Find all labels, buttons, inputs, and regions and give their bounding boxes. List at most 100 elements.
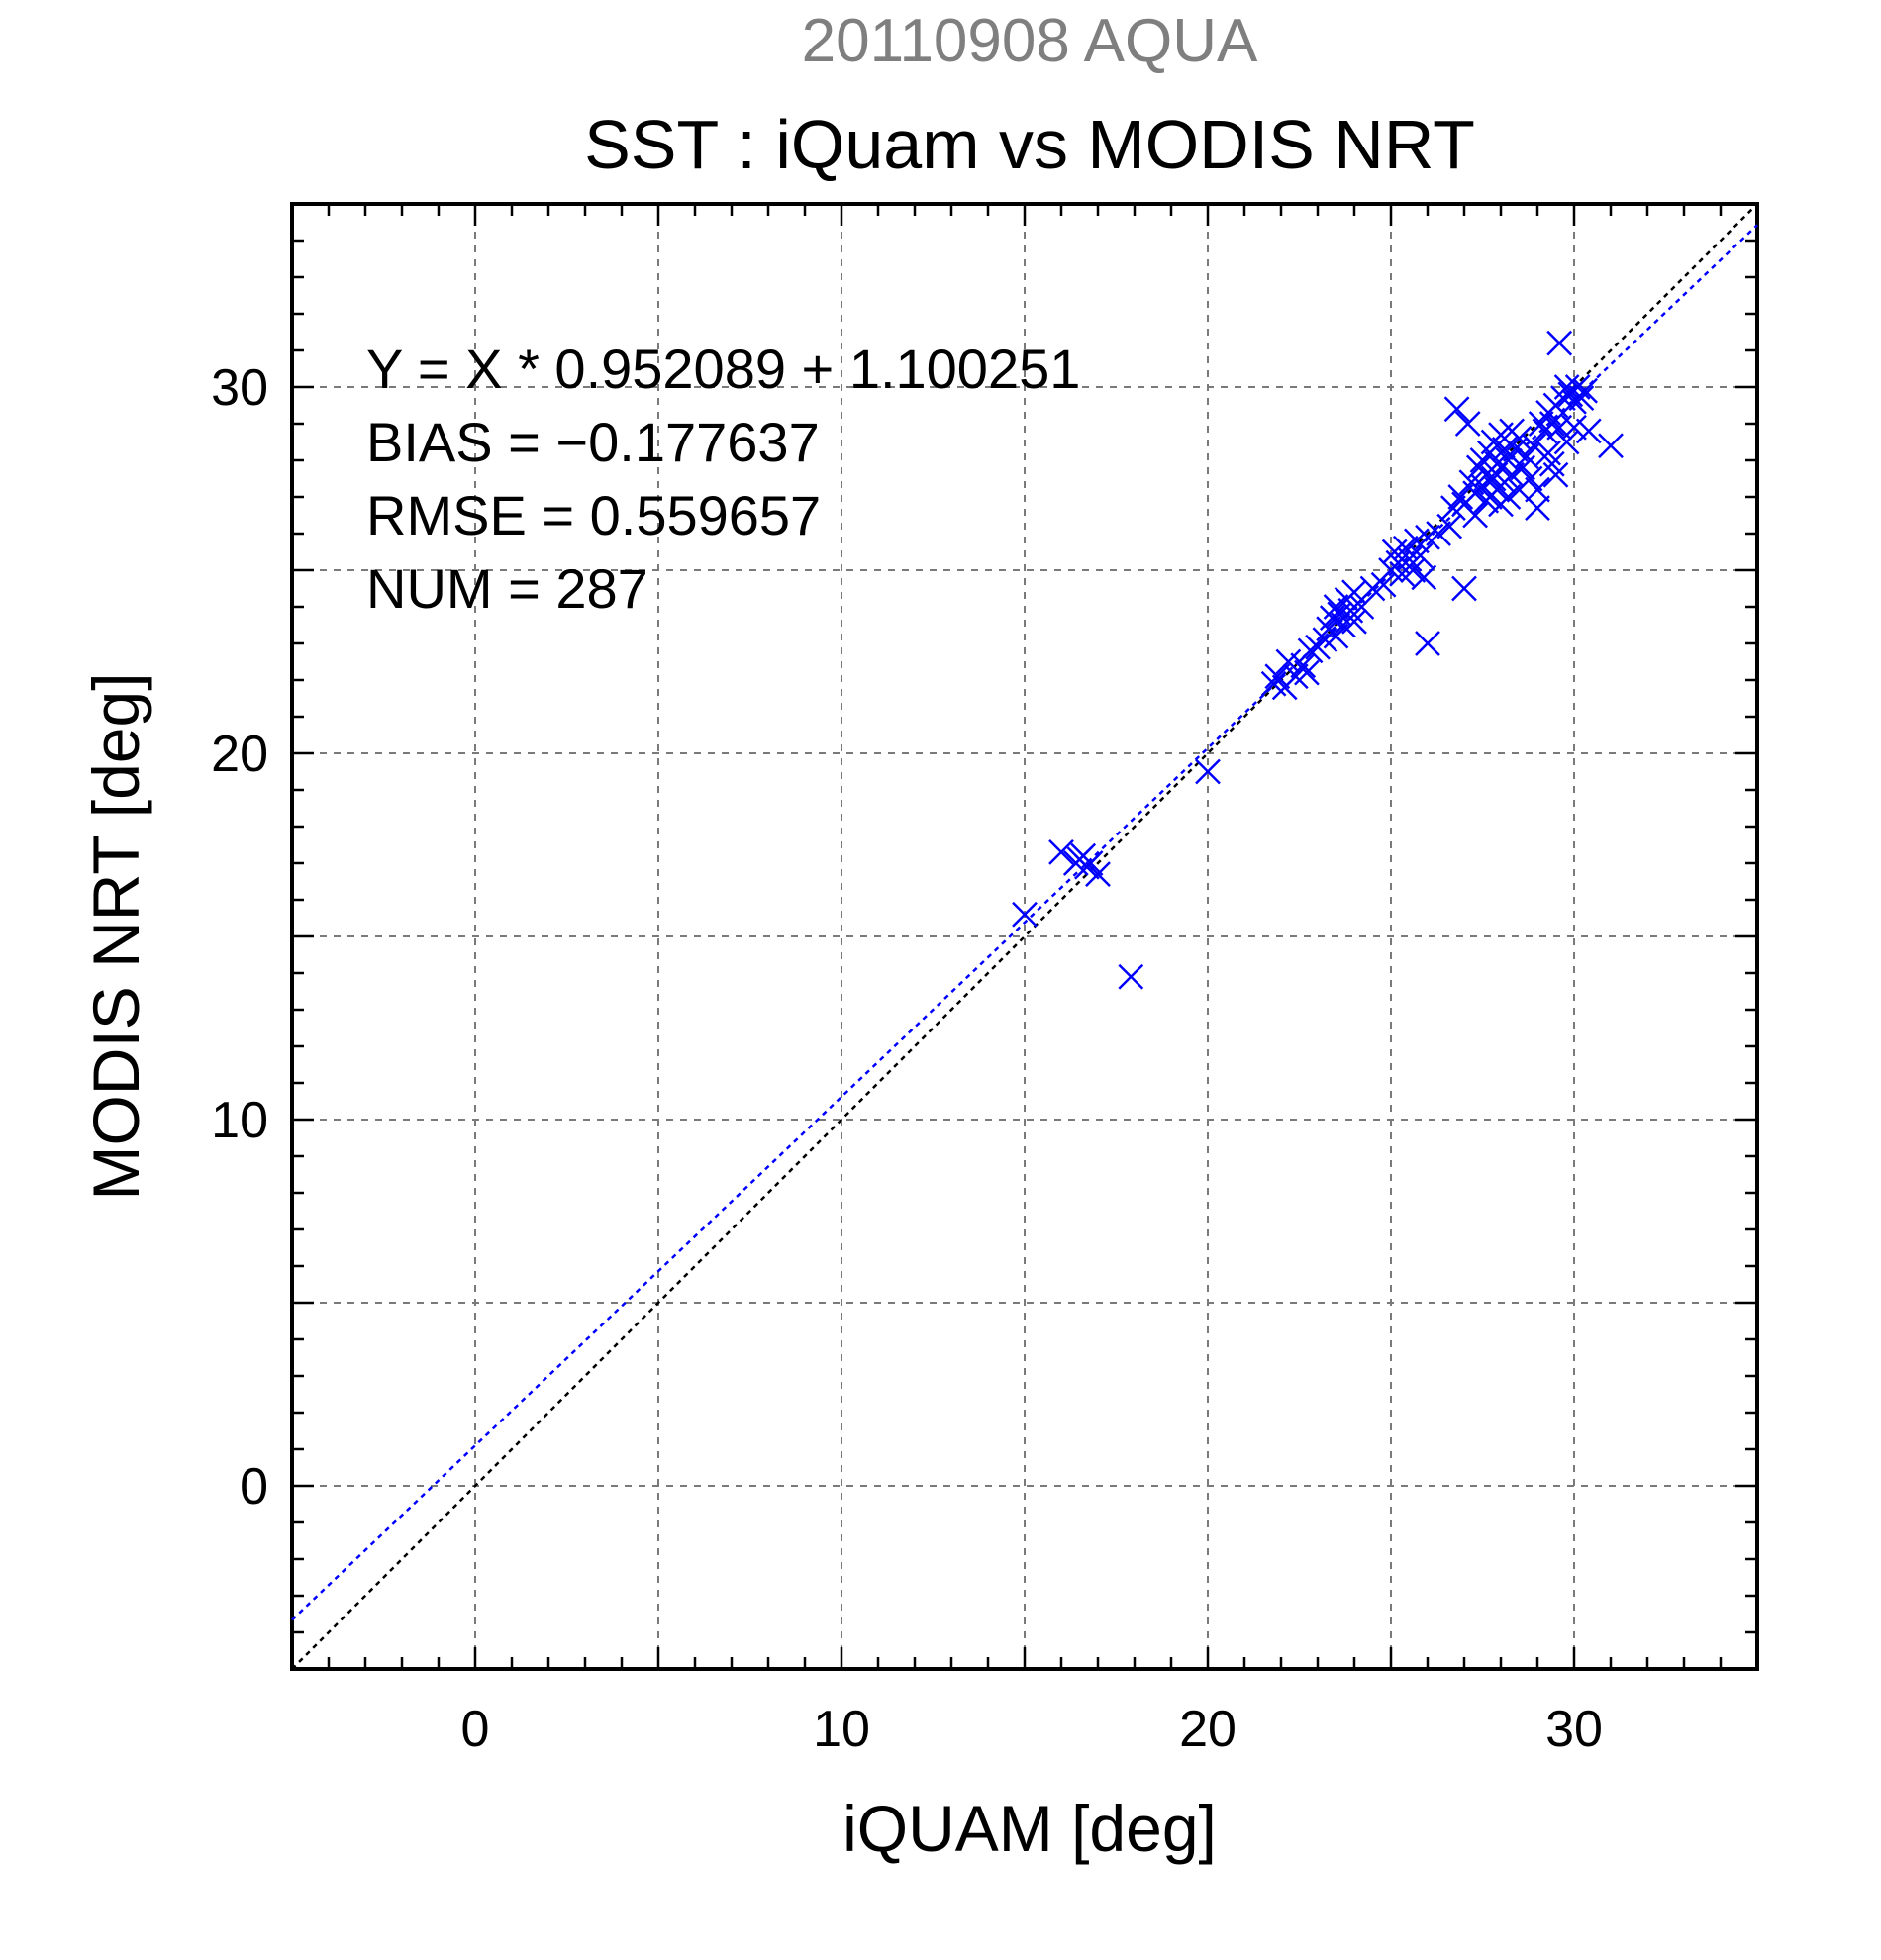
data-point-stroke	[1085, 861, 1111, 887]
stats-bias: BIAS = −0.177637	[366, 411, 820, 473]
data-point-stroke	[1447, 484, 1474, 510]
x-tick-label: 0	[461, 1701, 490, 1758]
data-point-stroke	[1348, 594, 1375, 620]
data-point	[1542, 461, 1569, 488]
data-point	[1407, 542, 1434, 569]
x-tick-label: 20	[1179, 1701, 1237, 1758]
data-point-stroke	[1275, 648, 1302, 675]
data-point	[1066, 846, 1093, 873]
data-point-stroke	[1495, 484, 1522, 510]
data-point-stroke	[1451, 575, 1477, 602]
data-point-stroke	[1411, 564, 1437, 591]
data-point-stroke	[1480, 465, 1507, 492]
y-tick-labels: 0 10 20 30	[211, 359, 268, 1516]
data-point	[1411, 564, 1437, 591]
chart-title: SST : iQuam vs MODIS NRT	[584, 106, 1475, 183]
y-axis-label: MODIS NRT [deg]	[79, 672, 152, 1200]
data-point-stroke	[1506, 425, 1533, 451]
data-point	[1275, 648, 1302, 675]
x-tick-label: 10	[813, 1701, 870, 1758]
y-tick-label: 0	[240, 1458, 268, 1516]
data-point-stroke	[1290, 652, 1317, 679]
data-point-stroke	[1572, 377, 1598, 404]
data-point-stroke	[1066, 846, 1093, 873]
y-tick-label: 20	[211, 726, 268, 783]
data-point	[1012, 901, 1038, 928]
data-point	[1443, 396, 1470, 423]
data-point-stroke	[1415, 631, 1440, 656]
chart-supertitle: 20110908 AQUA	[802, 7, 1258, 75]
data-point	[1341, 608, 1367, 635]
data-point	[1462, 502, 1488, 529]
data-point-stroke	[1118, 963, 1144, 990]
data-point-stroke	[1538, 450, 1565, 477]
grid-lines	[292, 204, 1757, 1669]
data-point-stroke	[1012, 901, 1038, 928]
data-point-stroke	[1535, 440, 1561, 466]
data-point	[1400, 557, 1427, 583]
data-point-stroke	[1491, 437, 1518, 462]
data-point-stroke	[1546, 330, 1573, 356]
data-point-stroke	[1294, 659, 1320, 686]
data-point-stroke	[1260, 670, 1287, 697]
data-point	[1575, 418, 1602, 444]
data-point	[1290, 652, 1317, 679]
stats-rmse: RMSE = 0.559657	[366, 484, 821, 546]
data-point-stroke	[1323, 623, 1349, 649]
data-point-stroke	[1454, 411, 1481, 437]
data-point	[1323, 594, 1349, 620]
data-point	[1525, 476, 1550, 503]
data-point	[1348, 594, 1375, 620]
x-tick-label: 30	[1545, 1701, 1603, 1758]
data-point-stroke	[1443, 396, 1470, 423]
data-point-stroke	[1561, 414, 1587, 441]
data-point-stroke	[1323, 594, 1349, 620]
data-point	[1294, 659, 1320, 686]
data-point	[1568, 385, 1595, 411]
data-point-stroke	[1407, 542, 1434, 569]
data-point	[1451, 575, 1477, 602]
data-point	[1118, 963, 1144, 990]
data-point-stroke	[1495, 447, 1522, 473]
data-point	[1297, 637, 1324, 664]
y-tick-label: 10	[211, 1092, 268, 1149]
y-tick-label: 30	[211, 359, 268, 417]
data-point-stroke	[1564, 374, 1591, 400]
data-point	[1572, 377, 1598, 404]
data-point	[1561, 414, 1587, 441]
plot-frame	[290, 202, 1759, 1671]
data-point-stroke	[1297, 637, 1324, 664]
data-point	[1048, 839, 1074, 865]
data-point	[1447, 484, 1474, 510]
data-point-stroke	[1048, 839, 1074, 865]
stats-annotation: Y = X * 0.952089 + 1.100251 BIAS = −0.17…	[366, 338, 1080, 620]
data-point	[1598, 433, 1624, 459]
data-point	[1525, 495, 1550, 521]
data-point-stroke	[1462, 502, 1488, 529]
data-point-stroke	[1525, 476, 1550, 503]
data-point-stroke	[1517, 465, 1543, 492]
data-point-stroke	[1370, 571, 1397, 598]
stats-num: NUM = 287	[366, 557, 648, 620]
data-point-stroke	[1514, 443, 1539, 470]
x-axis-label: iQUAM [deg]	[842, 1792, 1217, 1865]
data-point-stroke	[1525, 495, 1550, 521]
data-point	[1495, 484, 1522, 510]
data-point-stroke	[1521, 433, 1547, 459]
data-point-stroke	[1575, 418, 1602, 444]
data-point-stroke	[1458, 469, 1485, 496]
data-point-stroke	[1436, 513, 1463, 539]
data-point	[1264, 663, 1291, 690]
data-point	[1323, 623, 1349, 649]
data-point-stroke	[1392, 535, 1419, 561]
data-point-stroke	[1538, 411, 1565, 437]
data-point-stroke	[1341, 579, 1367, 606]
data-point-stroke	[1341, 608, 1367, 635]
data-point	[1195, 758, 1221, 785]
data-point	[1517, 465, 1543, 492]
data-point	[1514, 443, 1539, 470]
data-point	[1506, 425, 1533, 451]
data-point	[1085, 861, 1111, 887]
data-point	[1415, 631, 1440, 656]
